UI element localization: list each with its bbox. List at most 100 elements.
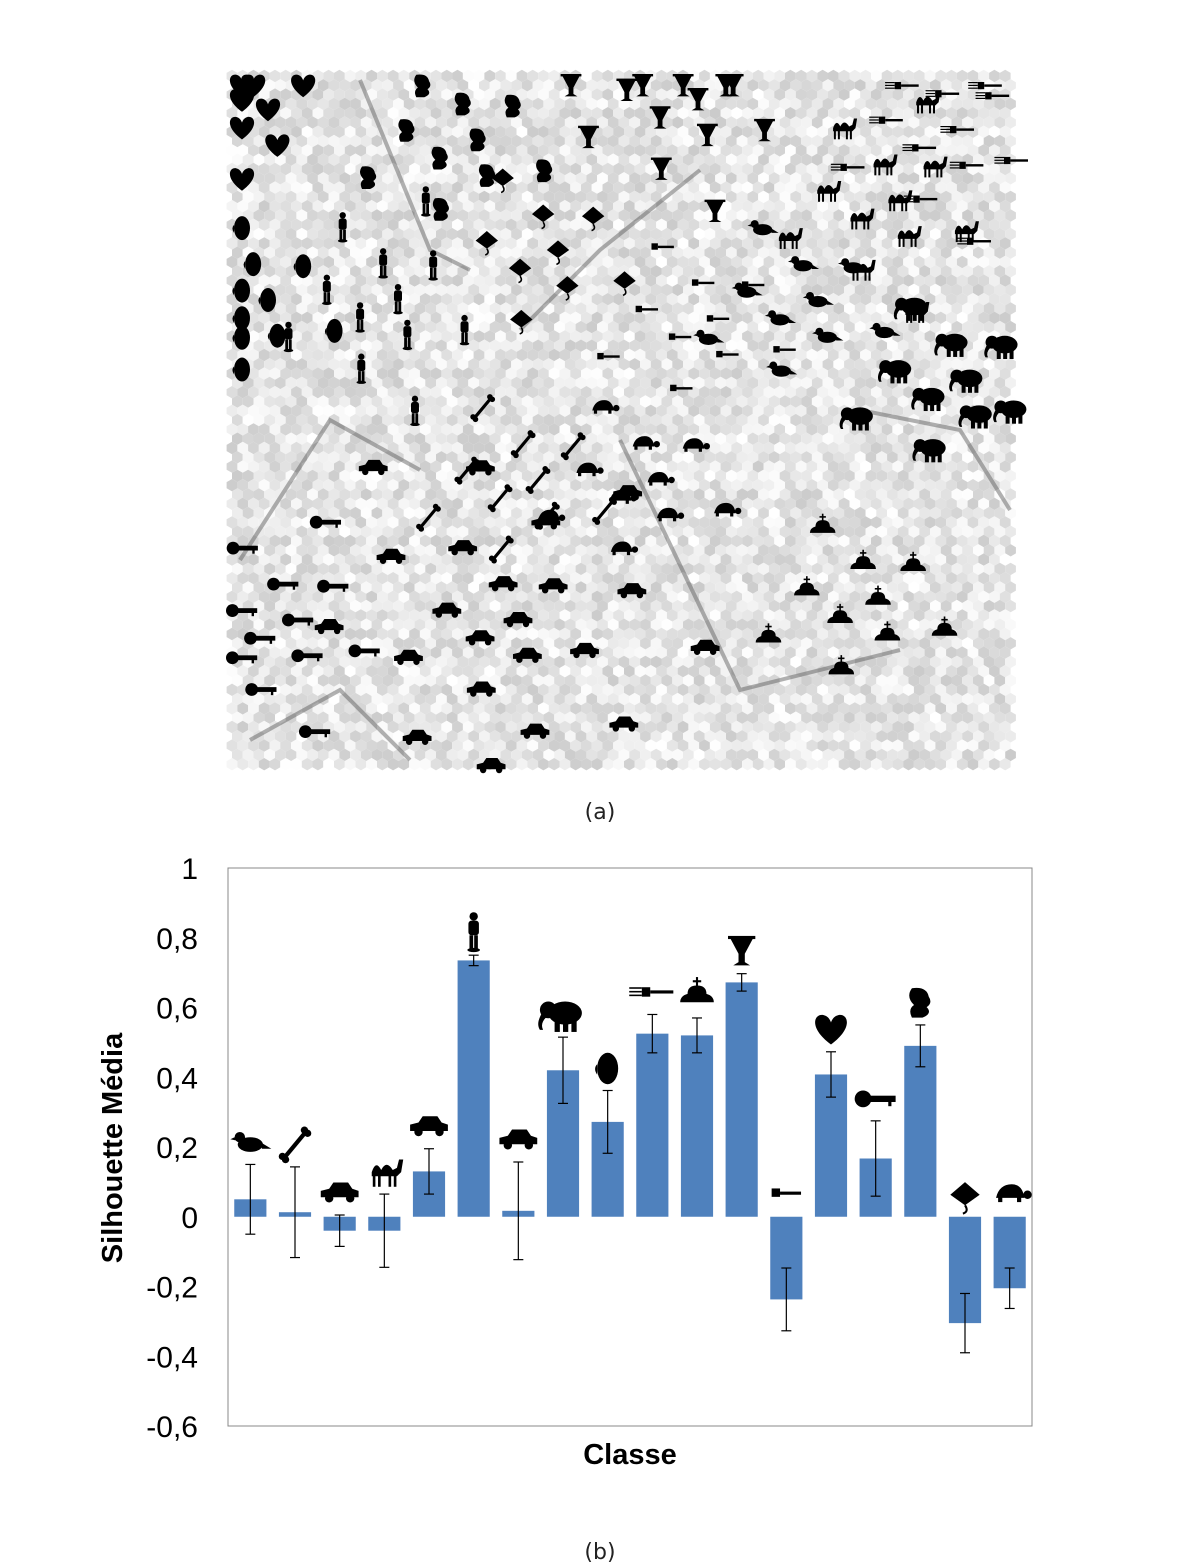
person-icon: [393, 284, 403, 315]
glass-icon: [728, 935, 756, 966]
car-icon: [609, 716, 639, 732]
squiggle-icon: [432, 198, 449, 221]
turtle-icon: [610, 541, 639, 556]
error-bar: [424, 1148, 434, 1195]
error-bar: [379, 1193, 390, 1268]
glass-icon: [578, 125, 599, 149]
hammer-icon: [668, 333, 692, 340]
elephant-icon: [538, 1001, 582, 1032]
key-icon: [244, 631, 276, 645]
turtle-icon: [632, 436, 660, 450]
key-icon: [226, 604, 258, 617]
bar: [680, 1035, 714, 1217]
turtle-icon: [714, 502, 742, 517]
camel-icon: [833, 118, 858, 140]
elephant-icon: [949, 369, 983, 393]
cross-hat-icon: [931, 616, 958, 636]
head-icon: [293, 254, 312, 279]
person-icon: [337, 212, 348, 243]
key-icon: [267, 577, 299, 591]
camel-icon: [817, 180, 842, 202]
head-icon: [595, 1052, 619, 1085]
person-icon: [355, 302, 365, 333]
head-icon: [232, 357, 250, 382]
turtle-icon: [609, 490, 637, 504]
bone-icon: [510, 430, 536, 459]
person-icon: [283, 321, 294, 353]
bird-icon: [693, 329, 725, 345]
error-bar: [692, 1017, 702, 1054]
turtle-icon: [576, 462, 604, 477]
key-icon: [298, 725, 331, 739]
car-icon: [314, 618, 344, 635]
key-icon: [226, 651, 258, 665]
ray-icon: [581, 206, 605, 232]
caption-b: (b): [584, 1540, 616, 1565]
squiggle-icon: [414, 74, 431, 98]
hammer-icon: [773, 346, 796, 353]
fork-icon: [902, 144, 937, 152]
person-icon: [410, 395, 420, 427]
hammer-icon: [651, 243, 674, 250]
y-tick-label: 0,6: [156, 993, 198, 1026]
car-icon: [394, 649, 423, 665]
error-bar: [1004, 1267, 1015, 1310]
hex-cells: [226, 69, 1016, 771]
bar: [636, 1033, 669, 1217]
squiggle-icon: [431, 146, 448, 170]
heart-icon: [815, 1014, 847, 1045]
car-icon: [448, 540, 478, 556]
glass-icon: [696, 123, 718, 147]
caption-a: (a): [584, 800, 616, 825]
ray-icon: [613, 271, 636, 297]
error-bar: [736, 973, 747, 992]
glass-icon: [687, 88, 709, 111]
y-tick-label: 0: [181, 1202, 198, 1235]
bar: [904, 1045, 937, 1217]
head-icon: [232, 325, 250, 350]
person-icon: [459, 314, 470, 346]
hammer-icon: [771, 1188, 802, 1197]
glass-icon: [616, 78, 638, 101]
bar: [725, 982, 758, 1217]
head-icon: [232, 306, 250, 331]
fork-icon: [968, 82, 1002, 90]
key-icon: [282, 613, 314, 627]
ray-icon: [510, 309, 533, 335]
plot-area-frame: [227, 867, 1033, 1427]
bone-icon: [278, 1126, 312, 1164]
bar: [814, 1074, 848, 1217]
elephant-icon: [993, 400, 1027, 424]
bone-icon: [470, 394, 496, 423]
car-icon: [488, 576, 518, 592]
person-icon: [428, 250, 438, 281]
car-icon: [402, 729, 432, 745]
error-bar: [870, 1120, 881, 1197]
hammer-icon: [635, 305, 659, 313]
squiggle-icon: [454, 92, 471, 116]
turtle-icon: [682, 438, 710, 452]
fork-icon: [940, 126, 974, 134]
y-axis-ticks: 1 0,8 0,6 0,4 0,2 0 -0,2 -0,4 -0,6: [146, 853, 198, 1444]
error-bars: [245, 954, 1015, 1354]
elephant-icon: [877, 360, 912, 384]
head-icon: [324, 318, 343, 343]
error-bar: [602, 1089, 613, 1154]
key-icon: [854, 1090, 896, 1108]
person-icon: [322, 274, 332, 305]
cross-hat-icon: [874, 621, 901, 641]
hammer-icon: [716, 350, 739, 358]
hammer-icon: [706, 315, 730, 322]
som-icons: [226, 74, 1028, 774]
hammer-icon: [741, 281, 765, 288]
bone-icon: [416, 503, 441, 532]
head-icon: [258, 288, 276, 312]
heart-icon: [229, 89, 255, 112]
fork-icon: [975, 92, 1010, 100]
bird-icon: [869, 322, 901, 339]
key-icon: [226, 541, 258, 555]
error-bar: [781, 1267, 792, 1332]
heart-icon: [255, 98, 281, 122]
fork-icon: [903, 195, 938, 203]
turtle-icon: [996, 1184, 1032, 1203]
